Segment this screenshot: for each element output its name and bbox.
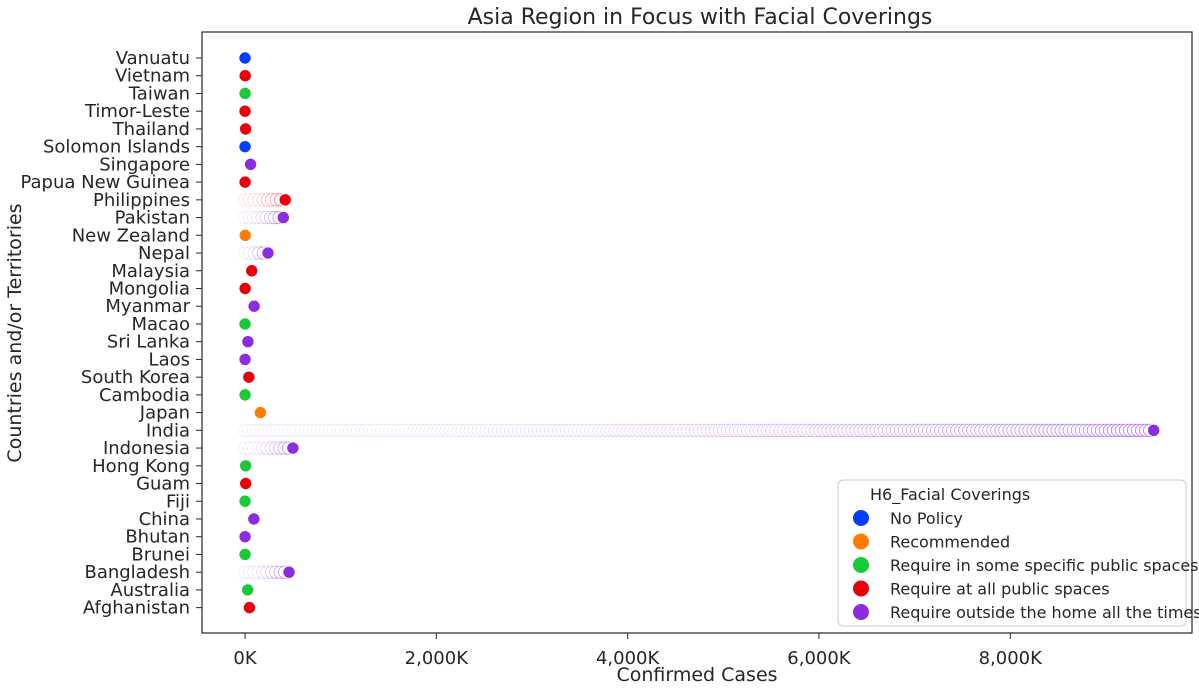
y-tick-label-vanuatu: Vanuatu bbox=[116, 48, 190, 69]
plot-frame bbox=[201, 31, 1193, 634]
point-new-zealand bbox=[238, 228, 252, 243]
y-tick-label-fiji: Fiji bbox=[166, 491, 190, 512]
point-japan bbox=[253, 405, 268, 420]
legend-marker-no-policy bbox=[852, 509, 870, 527]
y-tick-label-bangladesh: Bangladesh bbox=[84, 562, 190, 583]
point-pakistan bbox=[276, 210, 291, 225]
legend-marker-recommended bbox=[852, 532, 870, 551]
point-brunei bbox=[238, 547, 252, 562]
y-tick-label-japan: Japan bbox=[139, 403, 190, 424]
y-tick-label-macao: Macao bbox=[132, 314, 191, 335]
y-tick-label-brunei: Brunei bbox=[131, 544, 190, 565]
point-laos bbox=[238, 352, 252, 367]
y-tick-label-pakistan: Pakistan bbox=[115, 208, 190, 229]
point-bangladesh bbox=[282, 565, 296, 579]
point-taiwan bbox=[238, 86, 252, 101]
legend-label-recommended: Recommended bbox=[890, 533, 1010, 552]
x-tick-label: 6,000K bbox=[787, 648, 852, 669]
y-tick-label-bhutan: Bhutan bbox=[125, 527, 190, 548]
data-points bbox=[238, 51, 1161, 615]
y-tick-label-thailand: Thailand bbox=[112, 119, 190, 140]
y-tick-label-new-zealand: New Zealand bbox=[72, 225, 190, 246]
y-tick-label-papua-new-guinea: Papua New Guinea bbox=[20, 172, 190, 193]
point-afghanistan bbox=[242, 600, 257, 615]
legend-items: No Policy Recommended Require in some spec… bbox=[852, 509, 1199, 622]
point-indonesia bbox=[286, 441, 300, 455]
y-tick-label-afghanistan: Afghanistan bbox=[83, 598, 190, 619]
y-tick-label-vietnam: Vietnam bbox=[115, 66, 190, 87]
point-bhutan bbox=[238, 530, 252, 544]
point-philippines bbox=[278, 193, 292, 207]
point-fiji bbox=[238, 494, 252, 508]
point-timor-leste bbox=[238, 104, 252, 118]
y-tick-label-china: China bbox=[139, 509, 190, 530]
point-south-korea bbox=[242, 370, 256, 384]
y-tick-label-nepal: Nepal bbox=[138, 243, 190, 264]
legend-label-no-policy: No Policy bbox=[890, 509, 963, 528]
point-cambodia bbox=[238, 388, 252, 402]
point-trails bbox=[238, 193, 1161, 579]
y-tick-label-mongolia: Mongolia bbox=[109, 278, 190, 299]
y-axis-label: Countries and/or Territories bbox=[4, 203, 26, 462]
y-tick-label-solomon-islands: Solomon Islands bbox=[43, 137, 190, 158]
legend-label-require-outside-the-home-all-the-times: Require outside the home all the times bbox=[890, 603, 1199, 622]
y-tick-label-malaysia: Malaysia bbox=[111, 261, 190, 282]
y-tick-label-hong-kong: Hong Kong bbox=[92, 456, 190, 477]
point-thailand bbox=[238, 122, 253, 136]
chart-title: Asia Region in Focus with Facial Coverin… bbox=[468, 5, 933, 30]
point-australia bbox=[241, 583, 255, 597]
y-tick-label-australia: Australia bbox=[110, 580, 190, 601]
point-malaysia bbox=[245, 264, 259, 278]
y-tick-label-philippines: Philippines bbox=[93, 190, 190, 211]
y-tick-label-cambodia: Cambodia bbox=[99, 385, 190, 406]
point-hong-kong bbox=[238, 459, 253, 473]
legend-marker-require-at-all-public-spaces bbox=[852, 579, 870, 598]
legend-label-require-in-some-specific-public-spaces: Require in some specific public spaces bbox=[890, 556, 1199, 575]
y-tick-label-myanmar: Myanmar bbox=[105, 296, 190, 317]
y-tick-label-guam: Guam bbox=[136, 474, 190, 495]
x-tick-label: 8,000K bbox=[979, 648, 1044, 669]
point-myanmar bbox=[247, 299, 261, 313]
x-axis-ticks: 0K 2,000K 4,000K 6,000K 8,000K bbox=[233, 633, 1043, 669]
point-nepal bbox=[261, 246, 275, 260]
legend-label-require-at-all-public-spaces: Require at all public spaces bbox=[890, 580, 1110, 599]
point-sri-lanka bbox=[241, 334, 255, 349]
legend-marker-require-in-some-specific-public-spaces bbox=[852, 556, 870, 574]
legend-box bbox=[837, 479, 1187, 627]
point-vanuatu bbox=[238, 51, 252, 65]
x-axis-label: Confirmed Cases bbox=[616, 664, 777, 686]
y-tick-label-taiwan: Taiwan bbox=[128, 83, 190, 104]
x-tick-label: 2,000K bbox=[405, 648, 470, 669]
point-solomon-islands bbox=[238, 139, 252, 154]
point-india bbox=[1147, 423, 1161, 438]
y-tick-label-indonesia: Indonesia bbox=[103, 438, 190, 459]
y-tick-label-sri-lanka: Sri Lanka bbox=[107, 332, 190, 353]
point-macao bbox=[238, 317, 252, 331]
y-axis-ticks: VanuatuVietnamTaiwanTimor-LesteThailandS… bbox=[20, 48, 202, 619]
point-china bbox=[247, 512, 261, 526]
legend: H6_Facial Coverings No Policy Recommended… bbox=[837, 479, 1199, 627]
point-vietnam bbox=[238, 69, 252, 83]
point-guam bbox=[239, 476, 253, 491]
y-tick-label-timor-leste: Timor-Leste bbox=[84, 101, 190, 122]
x-tick-label: 4,000K bbox=[596, 648, 661, 669]
x-tick-label: 0K bbox=[233, 648, 257, 669]
y-tick-label-laos: Laos bbox=[149, 349, 190, 370]
legend-title: H6_Facial Coverings bbox=[870, 485, 1030, 505]
point-singapore bbox=[243, 157, 258, 172]
point-mongolia bbox=[238, 281, 252, 296]
y-tick-label-singapore: Singapore bbox=[99, 154, 190, 175]
legend-marker-require-outside-the-home-all-the-times bbox=[852, 603, 870, 621]
y-tick-label-south-korea: South Korea bbox=[81, 367, 190, 388]
y-tick-label-india: India bbox=[146, 420, 190, 441]
point-papua-new-guinea bbox=[238, 175, 252, 189]
